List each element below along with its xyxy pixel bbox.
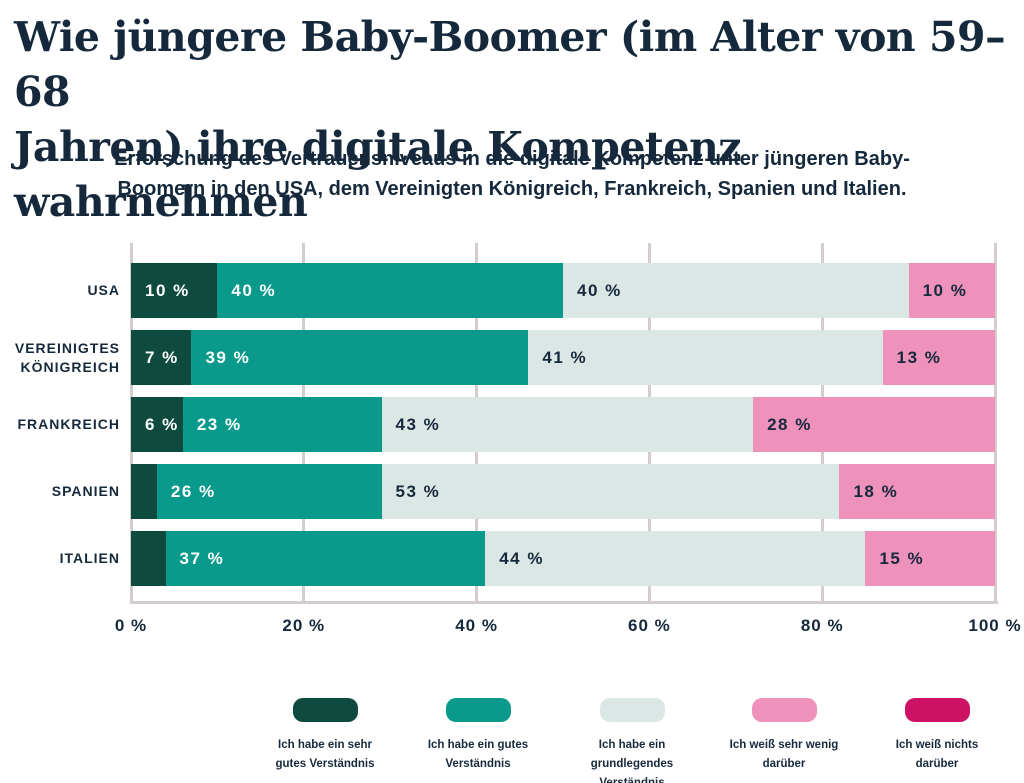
bar-segment: 53 % xyxy=(381,464,840,519)
bar-value-label: 53 % xyxy=(395,481,441,501)
stacked-bar: 6 % 23 % 43 % 28 % xyxy=(131,397,995,452)
legend-item: Ich habe ein grundlegendes Verständnis xyxy=(547,698,717,783)
bar-segment: 44 % xyxy=(485,531,866,586)
bar-value-label: 13 % xyxy=(896,347,942,367)
bar-value-label: 40 % xyxy=(576,280,622,300)
bar-value-label: 41 % xyxy=(542,347,588,367)
bar-row: USA 10 % 40 % 40 % 10 % xyxy=(87,263,995,318)
bar-row: VEREINIGTES KÖNIGREICH 7 % 39 % 41 % 13 % xyxy=(15,330,995,385)
stacked-bar: 7 % 39 % 41 % 13 % xyxy=(131,330,995,385)
category-label: VEREINIGTES KÖNIGREICH xyxy=(14,339,120,375)
chart-subtitle: Erforschung des Vertrauensniveaus in die… xyxy=(114,148,910,200)
category-label: USA xyxy=(87,282,120,298)
bar-value-label: 43 % xyxy=(395,414,441,434)
legend-swatch xyxy=(751,698,817,722)
bar-segment: 15 % xyxy=(865,531,995,586)
bar-segment: 40 % xyxy=(217,263,563,318)
stacked-bar: 10 % 40 % 40 % 10 % xyxy=(131,263,995,318)
legend-label: Ich habe ein gutes Verständnis xyxy=(427,739,529,770)
bar-value-label: 39 % xyxy=(205,347,251,367)
legend-item: Ich habe ein sehr gutes Verständnis xyxy=(240,698,410,774)
legend-item: Ich habe ein gutes Verständnis xyxy=(393,698,563,774)
bar-segment xyxy=(131,531,166,586)
bar-value-label: 10 % xyxy=(922,280,968,300)
bar-value-label: 37 % xyxy=(179,548,225,568)
bar-segment: 43 % xyxy=(381,397,754,452)
bar-value-label: 40 % xyxy=(231,280,277,300)
bar-segment xyxy=(131,464,157,519)
bar-segment: 10 % xyxy=(131,263,218,318)
bar-segment: 18 % xyxy=(839,464,995,519)
bar-segment: 10 % xyxy=(908,263,995,318)
stacked-bar: 26 % 53 % 18 % xyxy=(131,464,995,519)
legend-label: Ich habe ein grundlegendes Verständnis xyxy=(590,739,674,783)
legend-swatch xyxy=(292,698,358,722)
x-axis-line xyxy=(130,601,998,604)
bar-value-label: 26 % xyxy=(170,481,216,501)
legend-label: Ich habe ein sehr gutes Verständnis xyxy=(275,739,375,770)
bar-segment: 6 % xyxy=(131,397,183,452)
x-axis-tick-label: 0 % xyxy=(114,616,148,635)
legend-label: Ich weiß nichts darüber xyxy=(895,739,979,770)
bar-row: SPANIEN 26 % 53 % 18 % xyxy=(52,464,995,519)
x-axis-tick-label: 60 % xyxy=(628,616,671,635)
category-label: SPANIEN xyxy=(51,483,120,499)
legend-item: Ich weiß sehr wenig darüber xyxy=(699,698,869,774)
bar-value-label: 18 % xyxy=(853,481,899,501)
stacked-bar-chart: USA 10 % 40 % 40 % 10 % VEREINIGTES KÖNIGREIC… xyxy=(15,243,997,601)
bar-segment: 7 % xyxy=(131,330,192,385)
bar-segment: 28 % xyxy=(753,397,995,452)
legend-item: Ich weiß nichts darüber xyxy=(852,698,1022,774)
legend-swatch xyxy=(904,698,970,722)
bar-segment: 26 % xyxy=(156,464,382,519)
bar-value-label: 6 % xyxy=(145,414,179,434)
legend-swatch xyxy=(445,698,511,722)
x-axis-tick-label: 40 % xyxy=(455,616,498,635)
bar-segment: 23 % xyxy=(182,397,382,452)
bar-value-label: 23 % xyxy=(196,414,242,434)
x-axis-tick-label: 100 % xyxy=(968,616,1022,635)
chart-title: Wie jüngere Baby-Boomer (im Alter von 59… xyxy=(14,13,1006,226)
bar-segment: 41 % xyxy=(528,330,883,385)
stacked-bar: 37 % 44 % 15 % xyxy=(131,531,995,586)
bar-value-label: 44 % xyxy=(499,548,544,568)
bar-segment: 13 % xyxy=(882,330,995,385)
category-label: FRANKREICH xyxy=(17,416,120,432)
bar-value-label: 15 % xyxy=(879,548,925,568)
chart-legend: Ich habe ein sehr gutes Verständnis Ich h… xyxy=(0,698,1024,783)
x-axis-tick-label: 80 % xyxy=(800,616,844,635)
bar-row: FRANKREICH 6 % 23 % 43 % 28 % xyxy=(17,397,995,452)
bar-segment: 37 % xyxy=(165,531,486,586)
bar-segment: 39 % xyxy=(191,330,529,385)
bar-row: ITALIEN 37 % 44 % 15 % xyxy=(60,531,995,586)
bar-value-label: 28 % xyxy=(767,414,812,434)
bar-segment: 40 % xyxy=(562,263,909,318)
bar-value-label: 7 % xyxy=(145,347,179,367)
legend-swatch xyxy=(599,698,665,722)
category-label: ITALIEN xyxy=(59,550,120,566)
bar-value-label: 10 % xyxy=(145,280,190,300)
x-axis-tick-label: 20 % xyxy=(282,616,326,635)
legend-label: Ich weiß sehr wenig darüber xyxy=(729,739,839,770)
gridline xyxy=(993,243,997,601)
